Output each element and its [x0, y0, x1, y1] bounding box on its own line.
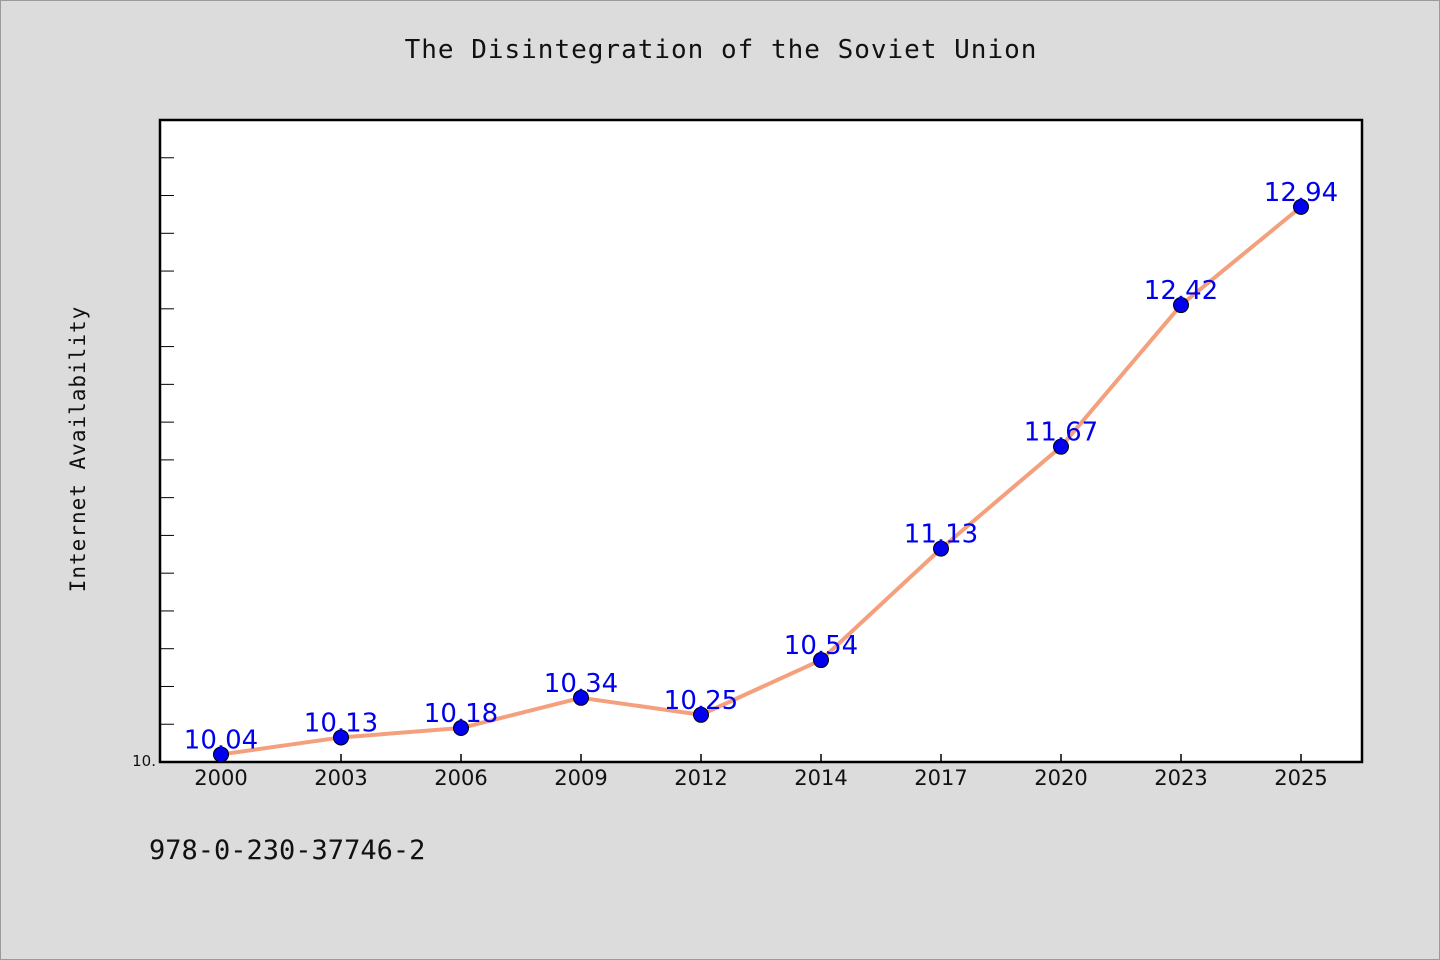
- data-point: [333, 729, 349, 746]
- data-label: 10.34: [544, 669, 618, 699]
- data-label: 10.25: [664, 686, 738, 716]
- plot-area: [158, 118, 1364, 764]
- x-tick-label: 2000: [194, 766, 247, 790]
- y-tick-label: 10.: [132, 752, 156, 770]
- data-label: 12.42: [1144, 276, 1218, 306]
- data-point: [1053, 438, 1069, 455]
- x-tick-label: 2023: [1154, 766, 1207, 790]
- x-tick-label: 2006: [434, 766, 487, 790]
- data-label: 10.13: [304, 708, 378, 738]
- data-label: 11.13: [904, 520, 978, 550]
- x-tick-label: 2020: [1034, 766, 1087, 790]
- data-point: [693, 706, 709, 723]
- x-tick-label: 2012: [674, 766, 727, 790]
- data-point: [933, 540, 949, 557]
- x-tick-label: 2014: [794, 766, 847, 790]
- data-point: [1293, 198, 1309, 215]
- x-tick-label: 2009: [554, 766, 607, 790]
- data-label: 10.04: [184, 725, 258, 755]
- data-label: 12.94: [1264, 178, 1338, 208]
- data-point: [813, 652, 829, 669]
- data-point: [1173, 297, 1189, 314]
- chart-title: The Disintegration of the Soviet Union: [404, 35, 1038, 65]
- data-label: 11.67: [1024, 418, 1098, 448]
- footer-code: 978-0-230-37746-2: [149, 835, 426, 866]
- x-tick-label: 2025: [1274, 766, 1327, 790]
- x-tick-label: 2017: [914, 766, 967, 790]
- data-label: 10.54: [784, 631, 858, 661]
- data-point: [213, 746, 229, 763]
- series-line: [219, 204, 1303, 757]
- data-label: 10.18: [424, 699, 498, 729]
- data-point: [573, 689, 589, 706]
- data-point: [453, 720, 469, 737]
- x-tick-label: 2003: [314, 766, 367, 790]
